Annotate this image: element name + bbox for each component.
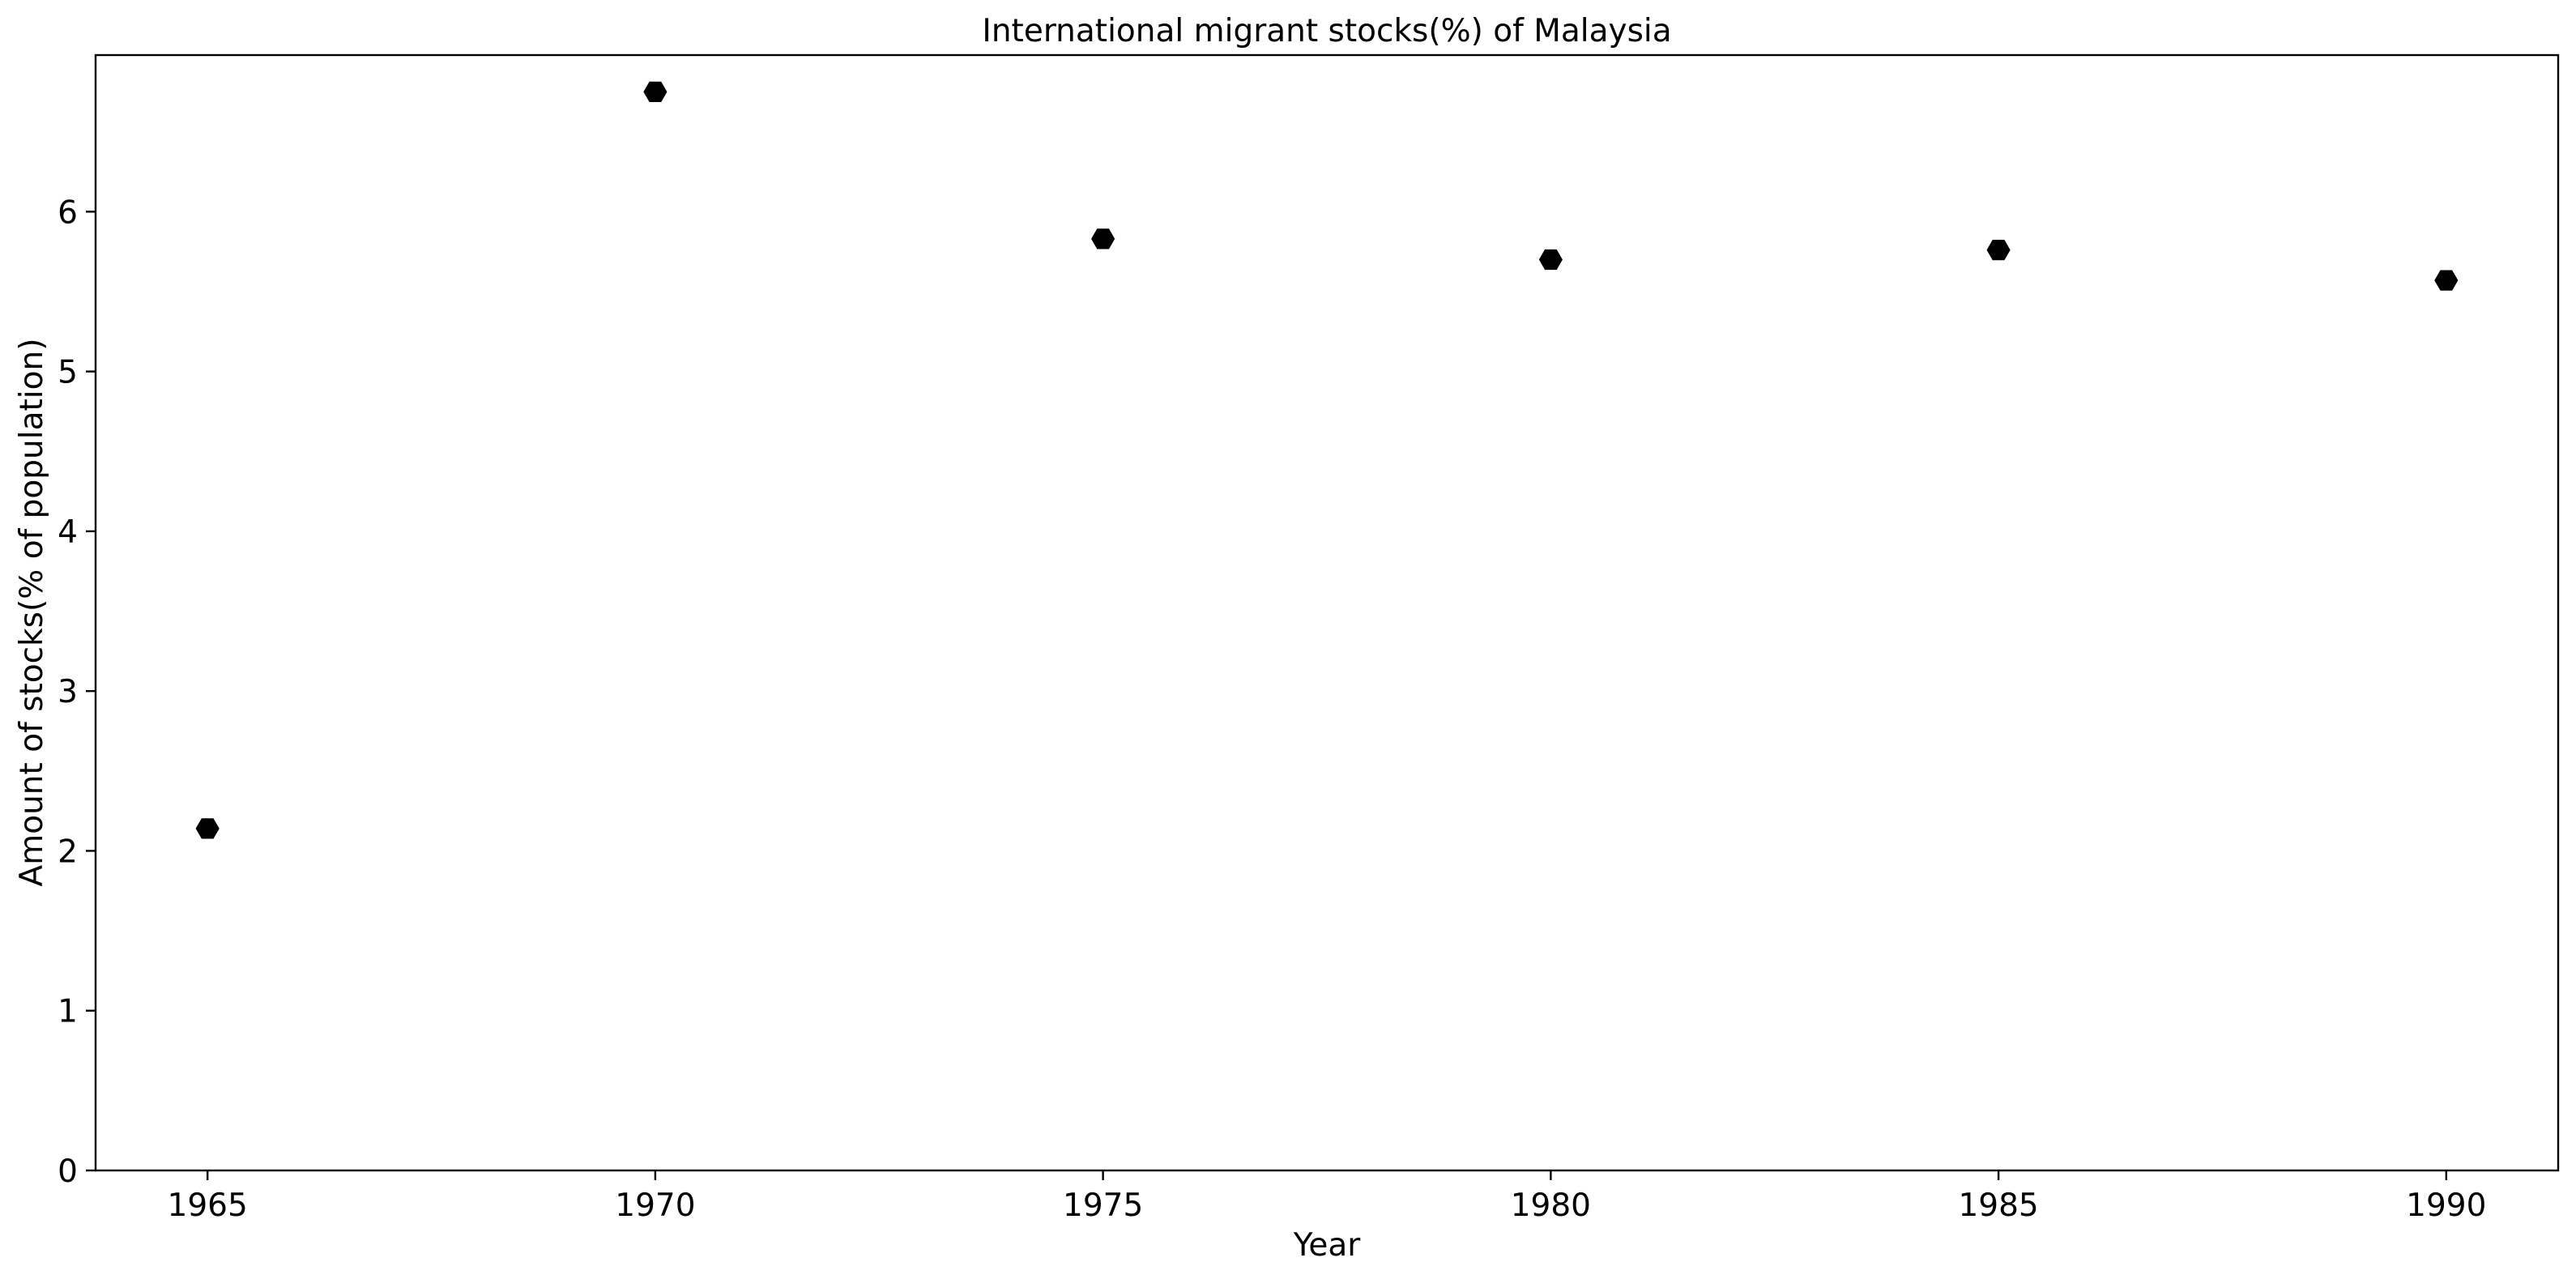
x-tick-label: 1990 — [2406, 1187, 2486, 1224]
data-points — [195, 81, 2459, 839]
y-tick-label: 2 — [58, 833, 78, 870]
data-point-1970 — [643, 81, 667, 102]
x-tick-label: 1980 — [1511, 1187, 1591, 1224]
y-tick-label: 5 — [58, 355, 78, 391]
x-tick-label: 1970 — [615, 1187, 695, 1224]
y-tick-label: 3 — [58, 674, 78, 710]
x-axis-label: Year — [1293, 1227, 1362, 1264]
data-point-1975 — [1091, 228, 1115, 249]
y-tick-label: 6 — [58, 194, 78, 231]
x-axis: 1965 1970 1975 1980 1985 1990 — [168, 1170, 2486, 1224]
data-point-1990 — [2434, 270, 2459, 291]
x-tick-label: 1985 — [1958, 1187, 2038, 1224]
x-tick-label: 1975 — [1063, 1187, 1143, 1224]
y-axis-label: Amount of stocks(% of population) — [14, 339, 50, 887]
y-tick-label: 0 — [58, 1153, 78, 1190]
y-axis: 0 1 2 3 4 5 6 — [58, 194, 96, 1190]
plot-frame — [94, 53, 2560, 1172]
x-tick-label: 1965 — [168, 1187, 248, 1224]
y-tick-label: 4 — [58, 514, 78, 551]
data-point-1985 — [1986, 240, 2011, 261]
data-point-1980 — [1538, 249, 1563, 271]
data-point-1965 — [195, 818, 220, 839]
chart-title: International migrant stocks(%) of Malay… — [982, 13, 1671, 49]
y-tick-label: 1 — [58, 994, 78, 1030]
